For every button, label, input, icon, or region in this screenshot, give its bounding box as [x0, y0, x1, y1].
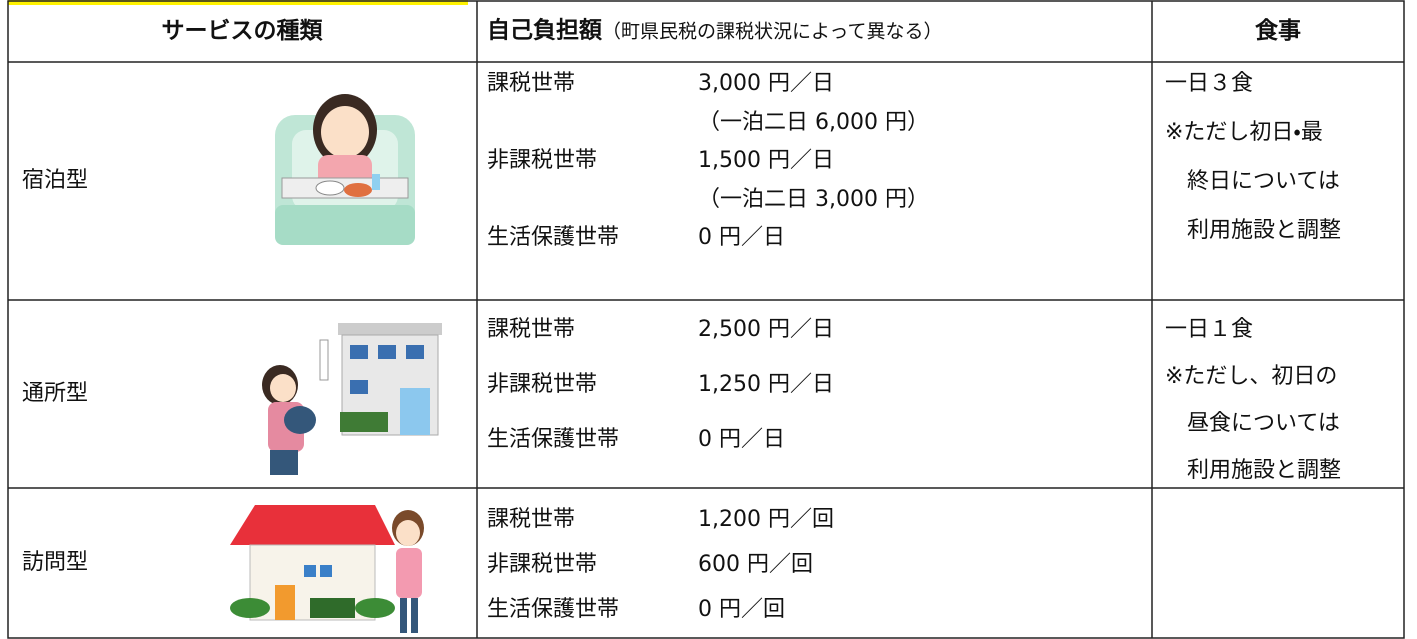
household-label: 課税世帯 — [487, 71, 576, 96]
service-type: 宿泊型 — [22, 168, 89, 193]
meal-text: ※ただし初日・最 — [1165, 120, 1323, 145]
cost-amount: 0 円／日 — [698, 427, 785, 452]
header-cost: 自己負担額（町県民税の課税状況によって異なる） — [487, 17, 942, 46]
service-type: 訪問型 — [22, 550, 89, 575]
meal-text: 利用施設と調整 — [1187, 458, 1342, 483]
cost-amount: 1,500 円／日 — [698, 148, 834, 174]
cost-amount: 1,250 円／日 — [698, 372, 834, 397]
household-label: 生活保護世帯 — [487, 597, 620, 622]
meal-text: 昼食については — [1187, 411, 1340, 436]
meal-text: 利用施設と調整 — [1187, 218, 1342, 243]
cost-amount: 3,000 円／日 — [698, 71, 834, 96]
header-cost-note: （町県民税の課税状況によって異なる） — [602, 20, 943, 43]
meal-text: 一日１食 — [1165, 317, 1254, 342]
meal-text: 一日３食 — [1165, 71, 1254, 96]
cost-amount: 2,500 円／日 — [698, 317, 834, 342]
household-label: 生活保護世帯 — [487, 225, 620, 251]
meal-text: 終日については — [1187, 169, 1340, 194]
cost-amount: 0 円／日 — [698, 225, 785, 251]
highlight — [8, 0, 468, 5]
cost-amount: 0 円／回 — [698, 597, 785, 622]
header-type: サービスの種類 — [161, 18, 323, 44]
household-label: 非課税世帯 — [487, 552, 598, 577]
service-type: 通所型 — [22, 381, 89, 406]
household-label: 課税世帯 — [487, 317, 576, 342]
table-borders — [7, 0, 1405, 639]
header-meal: 食事 — [1255, 18, 1301, 44]
cost-amount: （一泊二日 3,000 円） — [698, 186, 929, 212]
household-label: 生活保護世帯 — [487, 427, 620, 452]
meal-text: ※ただし、初日の — [1165, 364, 1338, 389]
illustration-stay — [275, 94, 415, 245]
cost-amount: （一泊二日 6,000 円） — [698, 109, 929, 135]
household-label: 課税世帯 — [487, 507, 576, 532]
cost-amount: 1,200 円／回 — [698, 507, 834, 532]
household-label: 非課税世帯 — [487, 148, 598, 174]
household-label: 非課税世帯 — [487, 372, 598, 397]
illustration-daycare — [262, 323, 442, 475]
illustration-visit — [230, 505, 424, 633]
cost-amount: 600 円／回 — [698, 552, 813, 577]
header-cost-title: 自己負担額 — [487, 17, 602, 44]
